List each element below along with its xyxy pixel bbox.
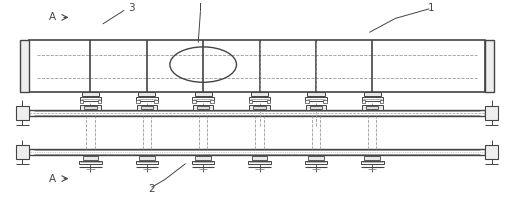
Bar (362, 106, 382, 110)
Bar (79, 161, 102, 164)
Text: 2: 2 (149, 185, 155, 194)
Bar (192, 161, 214, 164)
Bar (305, 97, 327, 101)
Bar (308, 156, 324, 160)
Bar (310, 106, 322, 109)
Bar (361, 97, 383, 101)
Bar (195, 92, 212, 96)
Text: 1: 1 (428, 3, 435, 13)
Bar (98, 100, 101, 103)
Bar (193, 106, 213, 110)
Bar (80, 106, 101, 110)
Bar (139, 156, 155, 160)
Bar (210, 100, 214, 103)
Bar (141, 106, 153, 109)
Bar (249, 106, 270, 110)
Bar (249, 100, 252, 103)
Bar (136, 161, 158, 164)
Text: A: A (49, 174, 56, 184)
Bar (83, 156, 98, 160)
Bar (84, 106, 97, 109)
Bar (364, 156, 380, 160)
Text: A: A (49, 12, 56, 22)
Bar (305, 161, 327, 164)
Bar (485, 40, 494, 92)
Bar (137, 106, 157, 110)
Bar (197, 106, 209, 109)
Bar (16, 145, 29, 159)
Bar (80, 100, 83, 103)
Bar (379, 100, 383, 103)
Bar (16, 106, 29, 120)
Bar (136, 100, 140, 103)
Text: I: I (199, 3, 202, 13)
Bar (82, 92, 99, 96)
Bar (485, 106, 498, 120)
Bar (253, 106, 266, 109)
Bar (195, 156, 211, 160)
Bar (485, 145, 498, 159)
Bar (306, 106, 326, 110)
Bar (361, 161, 383, 164)
Bar (154, 100, 158, 103)
Bar (248, 161, 271, 164)
Bar (251, 92, 268, 96)
Bar (20, 40, 29, 92)
Text: 3: 3 (128, 3, 135, 13)
Bar (267, 100, 270, 103)
Bar (136, 97, 158, 101)
Bar (305, 100, 309, 103)
Bar (138, 92, 155, 96)
Bar (80, 97, 101, 101)
Bar (361, 100, 365, 103)
Bar (29, 40, 485, 92)
Bar (29, 110, 485, 116)
Bar (323, 100, 327, 103)
Bar (29, 149, 485, 155)
Bar (252, 156, 267, 160)
Bar (364, 92, 381, 96)
Bar (307, 92, 324, 96)
Bar (192, 97, 214, 101)
Bar (192, 100, 196, 103)
Bar (366, 106, 378, 109)
Bar (249, 97, 270, 101)
